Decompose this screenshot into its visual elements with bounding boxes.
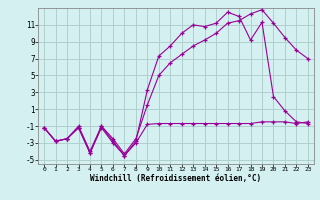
X-axis label: Windchill (Refroidissement éolien,°C): Windchill (Refroidissement éolien,°C) (91, 174, 261, 183)
